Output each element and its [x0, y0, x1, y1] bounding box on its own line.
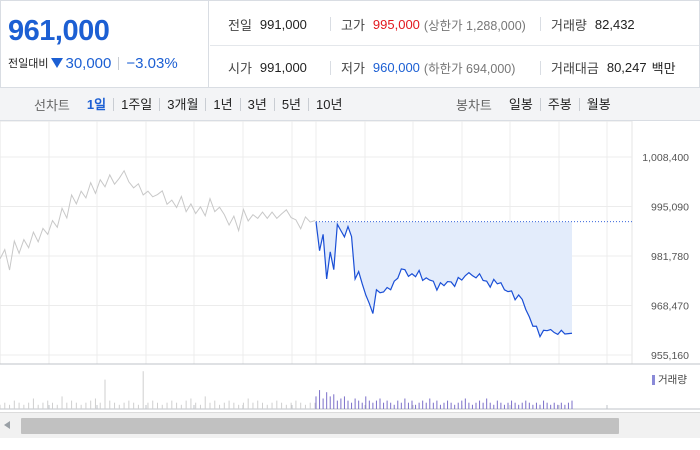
stat-value: 991,000: [259, 60, 307, 75]
tab-weekly-candle[interactable]: 주봉: [539, 97, 579, 111]
stat-low: 저가 960,000 (하한가 694,000): [330, 60, 540, 76]
quote-panel: 961,000 전일대비 30,000 −3.03% 전일 991,000 고가…: [0, 0, 700, 88]
tab-3-years[interactable]: 3년: [239, 97, 274, 111]
y-tick-label: 1,008,400: [642, 152, 689, 164]
y-axis-labels: 1,008,400 995,090 981,780 968,470 955,160: [642, 152, 689, 362]
tab-daily-candle[interactable]: 일봉: [508, 96, 533, 112]
stat-volume: 거래량 82,432: [540, 16, 699, 33]
tab-1-year[interactable]: 1년: [205, 97, 239, 111]
candle-chart-periods: 봉차트 일봉 주봉 월봉: [456, 88, 618, 120]
tab-1-day[interactable]: 1일: [86, 96, 107, 112]
y-tick-label: 955,160: [651, 350, 689, 362]
stat-value: 80,247: [606, 60, 647, 75]
line-chart-periods: 선차트 1일 1주일 3개월 1년 3년 5년 10년: [34, 88, 349, 120]
change-percent: −3.03%: [126, 54, 178, 72]
chart-scrollbar[interactable]: [0, 412, 700, 438]
stat-label: 거래량: [551, 17, 587, 33]
intraday-price-chart[interactable]: 1,008,400 995,090 981,780 968,470 955,160: [0, 121, 700, 412]
change-row: 전일대비 30,000 −3.03%: [8, 54, 178, 72]
stat-trade-amount: 거래대금 80,247 백만: [540, 60, 699, 76]
chart-tab-bar: 선차트 1일 1주일 3개월 1년 3년 5년 10년 봉차트 일봉 주봉 월봉: [0, 88, 700, 121]
candle-chart-label: 봉차트: [456, 97, 492, 113]
stats-row-2: 시가 991,000 저가 960,000 (하한가 694,000) 거래대금…: [210, 46, 699, 89]
quote-stats: 전일 991,000 고가 995,000 (상한가 1,288,000) 거래…: [210, 1, 699, 87]
tab-5-years[interactable]: 5년: [273, 97, 308, 111]
volume-legend-label: 거래량: [658, 374, 687, 386]
volume-bars: [0, 371, 573, 409]
y-tick-label: 981,780: [651, 251, 689, 263]
current-price: 961,000: [8, 15, 110, 47]
stat-prev-close: 전일 991,000: [210, 16, 330, 33]
divider: [118, 56, 120, 70]
down-arrow-icon: [51, 58, 64, 68]
stat-open: 시가 991,000: [210, 60, 330, 76]
lower-limit-text: (하한가 694,000): [423, 62, 516, 76]
change-label: 전일대비: [8, 58, 49, 70]
price-summary: 961,000 전일대비 30,000 −3.03%: [1, 1, 209, 87]
y-tick-label: 995,090: [651, 202, 689, 214]
stat-value: 82,432: [594, 16, 635, 32]
stat-label: 고가: [341, 17, 365, 33]
today-price-area: [316, 221, 572, 337]
line-chart-label: 선차트: [34, 97, 70, 113]
volume-legend: 거래량: [652, 372, 687, 387]
stat-value: 991,000: [259, 16, 307, 32]
tab-1-week[interactable]: 1주일: [113, 97, 159, 111]
volume-legend-swatch: [652, 374, 655, 385]
upper-limit-text: (상한가 1,288,000): [423, 18, 526, 33]
chart-grid: [0, 121, 700, 410]
stat-label: 거래대금: [551, 61, 599, 76]
stat-value: 995,000: [372, 16, 420, 32]
scroll-thumb[interactable]: [21, 418, 619, 434]
stats-row-1: 전일 991,000 고가 995,000 (상한가 1,288,000) 거래…: [210, 3, 699, 46]
tab-3-months[interactable]: 3개월: [159, 97, 205, 111]
change-value: 30,000: [65, 54, 112, 72]
stat-value: 960,000: [372, 60, 420, 75]
tab-monthly-candle[interactable]: 월봉: [578, 97, 618, 111]
stat-high: 고가 995,000 (상한가 1,288,000): [330, 16, 540, 33]
today-price-line: [315, 221, 573, 339]
previous-day-price-line: [0, 169, 316, 271]
unit-text: 백만: [651, 61, 676, 76]
tab-10-years[interactable]: 10년: [308, 97, 349, 111]
scroll-left-arrow-icon[interactable]: [4, 421, 10, 429]
stat-label: 저가: [341, 61, 365, 76]
stat-label: 전일: [228, 17, 252, 33]
stat-label: 시가: [228, 61, 252, 76]
y-tick-label: 968,470: [651, 301, 689, 313]
